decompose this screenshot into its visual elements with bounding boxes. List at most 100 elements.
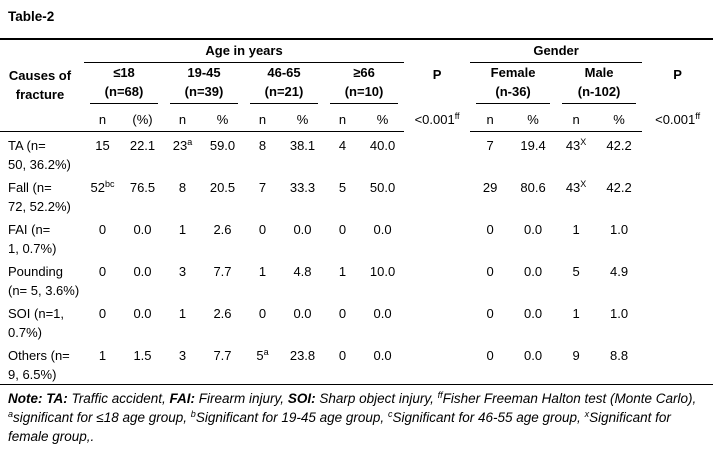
subheader-n: n bbox=[556, 104, 597, 132]
data-cell: 38.1 bbox=[289, 137, 316, 153]
data-cell: 22.1 bbox=[129, 137, 156, 153]
data-cell: 1 bbox=[572, 305, 580, 321]
data-cell: 0.0 bbox=[373, 347, 392, 363]
superscript: ff bbox=[437, 389, 443, 400]
age-group-n: (n=10) bbox=[344, 83, 384, 99]
data-cell: 4 bbox=[338, 137, 347, 153]
p-spacer-cell bbox=[404, 174, 470, 216]
data-cell: 0 bbox=[338, 221, 347, 237]
age-group-header-19-45: 19-45 (n=39) bbox=[164, 62, 244, 104]
data-cell: 0.0 bbox=[133, 305, 152, 321]
data-cell: 8 bbox=[178, 179, 187, 195]
data-cell: 0 bbox=[338, 305, 347, 321]
table-row-pounding: Pounding (n= 5, 3.6%) 0 0.0 3 7.7 1 4.8 1… bbox=[0, 258, 713, 300]
data-cell: 1 bbox=[98, 347, 107, 363]
gender-header: Gender bbox=[470, 39, 643, 63]
footnote-abbr: FAI: bbox=[169, 390, 196, 406]
data-cell: 8.8 bbox=[610, 347, 629, 363]
gender-group-range: Female bbox=[490, 64, 536, 80]
data-cell: 29 bbox=[482, 179, 498, 195]
data-cell: 7 bbox=[486, 137, 494, 153]
subheader-n: n bbox=[324, 104, 361, 132]
age-group-range: 19-45 bbox=[187, 64, 221, 80]
subheader-n: n bbox=[84, 104, 121, 132]
gender-group-range: Male bbox=[584, 64, 614, 80]
age-group-range: ≤18 bbox=[113, 64, 135, 80]
footnote-abbr: TA: bbox=[46, 390, 68, 406]
superscript: a bbox=[8, 408, 14, 419]
data-cell: 0.0 bbox=[373, 221, 392, 237]
subheader-pct: % bbox=[281, 104, 324, 132]
p-spacer-cell bbox=[404, 300, 470, 342]
data-cell: 0 bbox=[258, 305, 267, 321]
data-cell: 0.0 bbox=[524, 347, 543, 363]
footnote: Note: TA: Traffic accident, FAI: Firearm… bbox=[0, 383, 713, 454]
data-cell: 15 bbox=[95, 137, 110, 153]
data-cell: 76.5 bbox=[129, 179, 156, 195]
subheader-n: n bbox=[470, 104, 511, 132]
p-header-age: P bbox=[432, 66, 442, 82]
table-row-fai: FAI (n= 1, 0.7%) 0 0.0 1 2.6 0 0.0 0 0.0 … bbox=[0, 216, 713, 258]
p-value-age: <0.001ff bbox=[414, 111, 460, 127]
data-cell: 2.6 bbox=[213, 221, 232, 237]
p-spacer-cell bbox=[642, 258, 713, 300]
data-cell: 59.0 bbox=[209, 137, 236, 153]
data-cell: 3 bbox=[178, 263, 187, 279]
data-cell: 10.0 bbox=[369, 263, 396, 279]
subheader-n: n bbox=[244, 104, 281, 132]
superscript: X bbox=[580, 178, 587, 189]
p-spacer-cell bbox=[404, 131, 470, 174]
superscript: X bbox=[580, 136, 587, 147]
data-cell: 1 bbox=[178, 305, 187, 321]
superscript: b bbox=[190, 408, 196, 419]
superscript: a bbox=[263, 346, 269, 357]
subheader-n: n bbox=[164, 104, 201, 132]
data-cell: 0 bbox=[258, 221, 267, 237]
p-spacer-cell bbox=[642, 342, 713, 385]
data-cell: 43X bbox=[565, 178, 587, 195]
corner-header: Causes of fracture bbox=[0, 39, 84, 132]
subheader-pct: % bbox=[201, 104, 244, 132]
superscript: x bbox=[584, 408, 590, 419]
data-cell: 9 bbox=[572, 347, 580, 363]
data-cell: 0.0 bbox=[524, 305, 543, 321]
age-group-header-le18: ≤18 (n=68) bbox=[84, 62, 164, 104]
superscript: a bbox=[187, 136, 193, 147]
data-cell: 7 bbox=[258, 179, 267, 195]
data-cell: 33.3 bbox=[289, 179, 316, 195]
age-group-n: (n=39) bbox=[184, 83, 224, 99]
age-group-range: ≥66 bbox=[353, 64, 375, 80]
data-cell: 5 bbox=[338, 179, 347, 195]
age-group-header-46-65: 46-65 (n=21) bbox=[244, 62, 324, 104]
data-cell: 0 bbox=[486, 347, 494, 363]
data-cell: 0.0 bbox=[133, 221, 152, 237]
footnote-note-label: Note: bbox=[8, 390, 47, 406]
data-cell: 0 bbox=[98, 221, 107, 237]
data-cell: 80.6 bbox=[520, 179, 546, 195]
data-cell: 0 bbox=[98, 305, 107, 321]
data-cell: 5a bbox=[256, 346, 269, 363]
gender-group-n: (n-36) bbox=[495, 83, 531, 99]
data-cell: 0.0 bbox=[524, 263, 543, 279]
data-cell: 1.5 bbox=[133, 347, 152, 363]
p-spacer-cell bbox=[642, 216, 713, 258]
gender-group-header-male: Male (n-102) bbox=[556, 62, 642, 104]
row-label: Fall (n= 72, 52.2%) bbox=[8, 179, 71, 214]
corner-header-label: Causes of fracture bbox=[8, 68, 72, 103]
data-cell: 0 bbox=[486, 263, 494, 279]
superscript: ff bbox=[454, 111, 460, 122]
data-cell: 20.5 bbox=[209, 179, 236, 195]
row-label: SOI (n=1, 0.7%) bbox=[8, 305, 64, 340]
data-cell: 0.0 bbox=[133, 263, 152, 279]
data-cell: 1 bbox=[338, 263, 347, 279]
data-cell: 23a bbox=[172, 136, 193, 153]
age-in-years-header: Age in years bbox=[84, 39, 405, 63]
superscript: ff bbox=[695, 111, 701, 122]
age-group-header-ge66: ≥66 (n=10) bbox=[324, 62, 404, 104]
age-group-range: 46-65 bbox=[267, 64, 301, 80]
superscript: bc bbox=[104, 178, 115, 189]
row-label: Pounding (n= 5, 3.6%) bbox=[8, 263, 80, 298]
data-cell: 0 bbox=[338, 347, 347, 363]
data-cell: 0.0 bbox=[373, 305, 392, 321]
data-cell: 7.7 bbox=[213, 263, 232, 279]
